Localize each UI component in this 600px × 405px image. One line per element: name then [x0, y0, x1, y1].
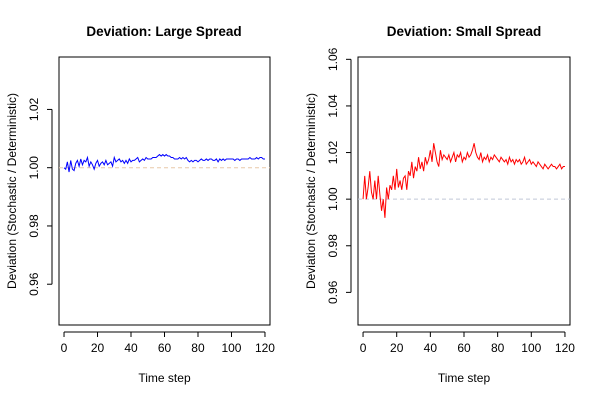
- y-tick-label: 0.96: [27, 272, 41, 296]
- x-tick-label: 120: [255, 341, 275, 355]
- x-tick-label: 0: [61, 341, 68, 355]
- y-tick-label: 1.00: [326, 187, 340, 211]
- x-tick-label: 20: [91, 341, 105, 355]
- y-axis: 0.96 0.98 1.00 1.02: [27, 97, 53, 296]
- chart-title: Deviation: Large Spread: [86, 24, 241, 39]
- panel-small-spread: Deviation: Small Spread Time step Deviat…: [304, 24, 575, 385]
- series-group: [63, 153, 265, 173]
- x-axis-label: Time step: [138, 371, 191, 385]
- y-axis: 0.96 0.98 1.00 1.02 1.04 1.06: [326, 47, 352, 304]
- x-tick-label: 0: [360, 341, 367, 355]
- y-axis-label: Deviation (Stochastic / Deterministic): [304, 93, 318, 289]
- y-tick-label: 1.04: [326, 94, 340, 118]
- y-tick-label: 1.02: [27, 97, 41, 121]
- panel-large-spread: Deviation: Large Spread Time step Deviat…: [5, 24, 275, 385]
- y-tick-label: 0.96: [326, 280, 340, 304]
- x-axis-label: Time step: [438, 371, 491, 385]
- x-axis: 0 20 40 60 80 100 120: [61, 331, 275, 355]
- x-tick-label: 60: [158, 341, 172, 355]
- series-line: [362, 143, 565, 218]
- x-tick-label: 80: [191, 341, 205, 355]
- x-axis: 0 20 40 60 80 100 120: [360, 331, 575, 355]
- x-tick-label: 40: [424, 341, 438, 355]
- y-tick-label: 0.98: [326, 234, 340, 258]
- x-tick-label: 100: [221, 341, 241, 355]
- chart-title: Deviation: Small Spread: [387, 24, 542, 39]
- x-tick-label: 40: [124, 341, 138, 355]
- y-axis-label: Deviation (Stochastic / Deterministic): [5, 93, 19, 289]
- y-tick-label: 1.06: [326, 47, 340, 71]
- series-line: [63, 153, 265, 173]
- y-tick-label: 0.98: [27, 214, 41, 238]
- y-tick-label: 1.02: [326, 141, 340, 165]
- y-tick-label: 1.00: [27, 156, 41, 180]
- x-tick-label: 80: [491, 341, 505, 355]
- series-group: [362, 143, 565, 218]
- plot-frame: [357, 56, 571, 326]
- x-tick-label: 60: [457, 341, 471, 355]
- x-tick-label: 100: [521, 341, 541, 355]
- plot-frame: [58, 56, 271, 326]
- x-tick-label: 20: [390, 341, 404, 355]
- x-tick-label: 120: [555, 341, 575, 355]
